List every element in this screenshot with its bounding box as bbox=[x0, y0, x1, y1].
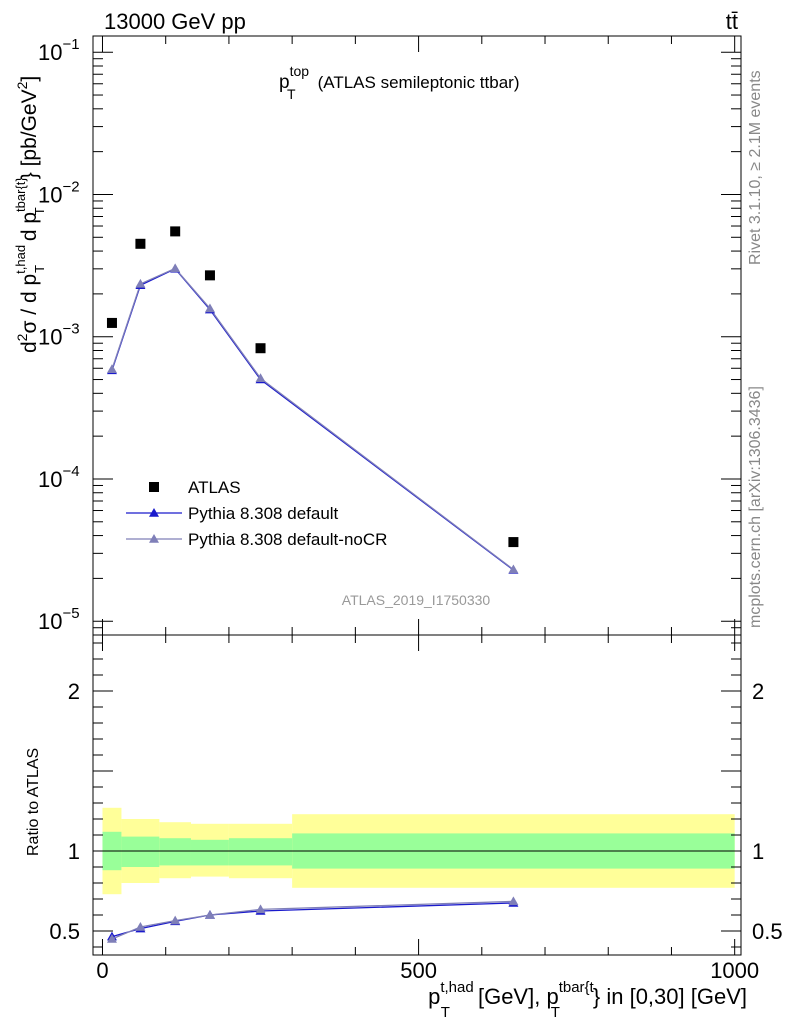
rivet-label: Rivet 3.1.10, ≥ 2.1M events bbox=[747, 70, 764, 265]
ratio-marker-nocr bbox=[106, 934, 117, 943]
main-y-axis-title: d2σ / d pt,had T d ptbar{t} T} [pb/GeV2] bbox=[13, 76, 47, 353]
band-stat-4 bbox=[228, 838, 293, 866]
marker-atlas bbox=[204, 270, 215, 281]
marker-pythia-nocr bbox=[204, 303, 215, 313]
legend-marker-default bbox=[149, 508, 159, 517]
process-label: tt̄ bbox=[726, 9, 738, 34]
marker-atlas bbox=[170, 226, 181, 237]
ratio-uncertainty-bands bbox=[93, 807, 741, 895]
marker-atlas bbox=[255, 343, 266, 354]
legend-label: Pythia 8.308 default-noCR bbox=[188, 530, 387, 549]
ratio-y-tick-label-right: 0.5 bbox=[752, 919, 783, 944]
x-tick-label: 500 bbox=[400, 958, 437, 983]
ratio-marker-nocr bbox=[170, 915, 181, 925]
marker-atlas bbox=[508, 537, 519, 548]
marker-pythia-nocr bbox=[135, 278, 146, 288]
marker-pythia-nocr bbox=[255, 373, 266, 383]
x-axis-title: pt,had T [GeV], ptbar{t T} in [0,30] [GeV] bbox=[428, 979, 747, 1021]
y-tick-label: 10−2 bbox=[38, 178, 80, 207]
ratio-y-tick-label-left: 2 bbox=[68, 679, 80, 704]
ratio-line-nocr bbox=[111, 900, 514, 940]
plot-title-main: p bbox=[279, 72, 290, 93]
plot-title-sub: T bbox=[287, 86, 296, 102]
line-pythia-nocr bbox=[111, 267, 514, 571]
plot-title-rest: (ATLAS semileptonic ttbar) bbox=[318, 73, 520, 92]
band-stat-1 bbox=[121, 836, 160, 867]
x-tick-label: 0 bbox=[96, 958, 108, 983]
analysis-watermark: ATLAS_2019_I1750330 bbox=[342, 592, 491, 608]
marker-atlas bbox=[106, 317, 117, 328]
band-stat-3 bbox=[190, 839, 229, 866]
plot-title: ptop T (ATLAS semileptonic ttbar) bbox=[279, 63, 519, 102]
marker-pythia-nocr bbox=[508, 564, 519, 574]
ratio-y-tick-label-left: 1 bbox=[68, 839, 80, 864]
legend-label: ATLAS bbox=[188, 478, 241, 497]
axis-tick-labels: 0 500 1000 10−5 10−4 10−3 10−2 10−1 0.5 0.5 1 1 2 2 bbox=[38, 36, 783, 983]
energy-label: 13000 GeV pp bbox=[104, 9, 246, 34]
legend-marker-atlas bbox=[149, 482, 159, 492]
legend-marker-nocr bbox=[149, 534, 159, 543]
legend-label: Pythia 8.308 default bbox=[188, 504, 339, 523]
main-panel-series bbox=[106, 226, 519, 574]
axis-ticks bbox=[93, 36, 741, 955]
band-stat-2 bbox=[159, 838, 191, 866]
plot-title-sup: top bbox=[290, 63, 310, 79]
y-tick-label: 10−3 bbox=[38, 321, 80, 350]
ratio-panel-series bbox=[106, 896, 519, 943]
ratio-panel-frame bbox=[92, 634, 742, 956]
line-pythia-default bbox=[111, 268, 514, 571]
mcplots-label: mcplots.cern.ch [arXiv:1306.3436] bbox=[747, 386, 764, 628]
ratio-y-axis-title: Ratio to ATLAS bbox=[25, 748, 42, 856]
marker-pythia-nocr bbox=[170, 263, 181, 273]
y-tick-label: 10−5 bbox=[38, 605, 80, 634]
ratio-marker-nocr bbox=[255, 904, 266, 914]
y-tick-label: 10−4 bbox=[38, 463, 80, 492]
ratio-y-tick-label-right: 2 bbox=[752, 679, 764, 704]
x-tick-label: 1000 bbox=[710, 958, 759, 983]
y-tick-label: 10−1 bbox=[38, 36, 80, 65]
ratio-marker-nocr bbox=[204, 910, 215, 919]
legend: ATLAS Pythia 8.308 default Pythia 8.308 de… bbox=[126, 478, 387, 549]
ratio-y-tick-label-left: 0.5 bbox=[49, 919, 80, 944]
ratio-marker-nocr bbox=[135, 922, 146, 931]
ratio-marker-nocr bbox=[508, 896, 519, 906]
marker-pythia-nocr bbox=[106, 364, 117, 374]
marker-atlas bbox=[135, 238, 146, 249]
ratio-y-tick-label-right: 1 bbox=[752, 839, 764, 864]
